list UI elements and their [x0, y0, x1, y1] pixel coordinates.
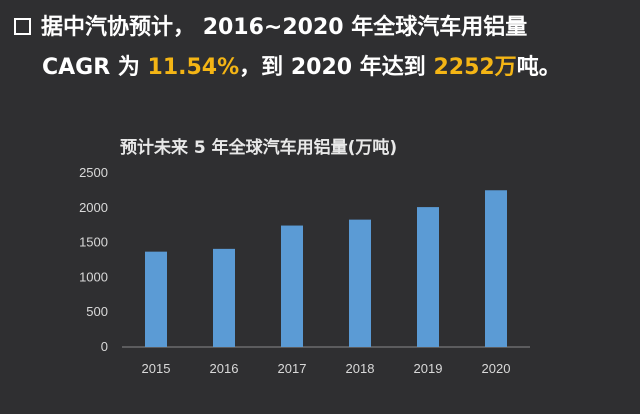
bar-2017 [281, 225, 303, 347]
x-tick-label: 2015 [142, 361, 171, 376]
x-tick-label: 2020 [482, 361, 511, 376]
cagr-label: CAGR [42, 55, 111, 80]
cagr-value: 11.54% [147, 55, 240, 80]
headline: 据中汽协预计， 2016~2020 年全球汽车用铝量 CAGR 为 11.54%… [14, 8, 634, 88]
y-tick-label: 2500 [79, 165, 108, 180]
target-year: 2020 [290, 55, 353, 80]
y-tick-label: 2000 [79, 200, 108, 215]
headline-text-2h: 吨。 [516, 55, 561, 80]
bar-2018 [349, 219, 371, 347]
bar-2016 [213, 248, 235, 347]
square-bullet-icon [14, 18, 31, 35]
headline-text-1c: 年全球汽车用铝量 [351, 15, 528, 40]
headline-line-1: 据中汽协预计， 2016~2020 年全球汽车用铝量 [14, 8, 634, 48]
chart-title: 预计未来 5 年全球汽车用铝量(万吨) [120, 138, 398, 158]
target-volume: 2252万 [433, 55, 517, 80]
y-tick-label: 1500 [79, 235, 108, 250]
y-tick-label: 1000 [79, 269, 108, 284]
bar-2019 [417, 207, 439, 347]
y-tick-label: 0 [101, 339, 108, 354]
x-tick-label: 2016 [210, 361, 239, 376]
x-tick-label: 2018 [346, 361, 375, 376]
headline-text-2d: ，到 [239, 55, 284, 80]
bar-2015 [145, 251, 167, 347]
headline-text-2f: 年达到 [359, 55, 426, 80]
x-tick-label: 2017 [278, 361, 307, 376]
headline-line-2: CAGR 为 11.54%，到 2020 年达到 2252万吨。 [14, 48, 634, 88]
headline-text-1a: 据中汽协预计， [41, 15, 196, 40]
headline-text-2b: 为 [117, 55, 140, 80]
headline-period: 2016~2020 [202, 15, 344, 40]
x-tick-label: 2019 [414, 361, 443, 376]
y-tick-label: 500 [86, 304, 108, 319]
bar-2020 [485, 190, 507, 347]
